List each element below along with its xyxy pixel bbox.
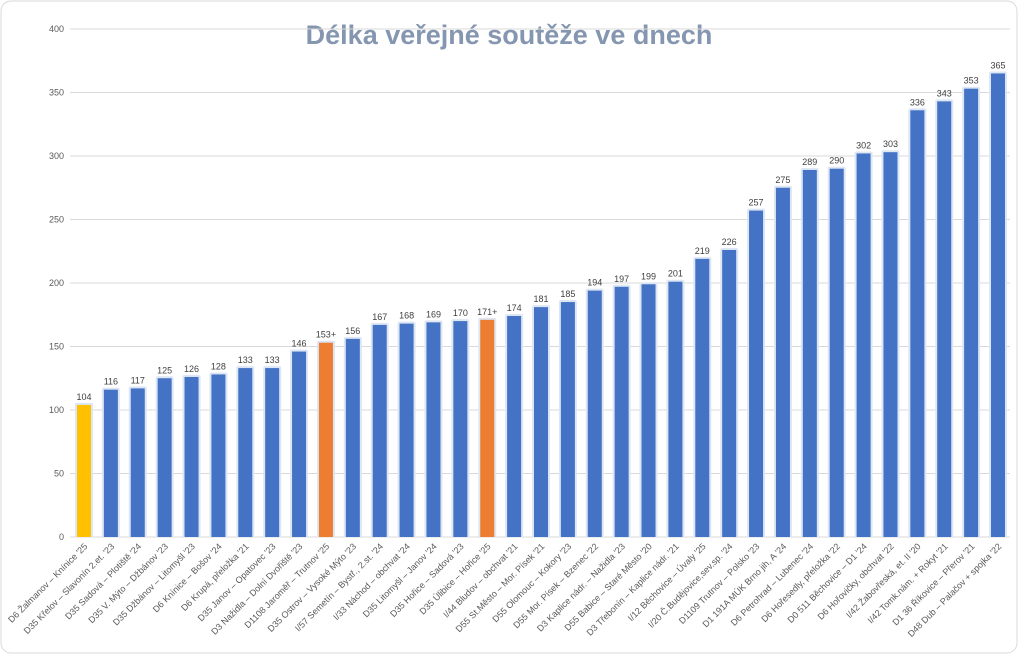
data-label: 126 [184, 364, 199, 374]
data-label: 153+ [316, 330, 336, 340]
data-label: 303 [883, 139, 898, 149]
bar [668, 281, 683, 537]
data-label: 197 [614, 274, 629, 284]
bar [318, 342, 333, 537]
y-tick-label: 100 [49, 405, 64, 415]
bar [130, 388, 145, 537]
data-label: 194 [587, 278, 602, 288]
data-label: 226 [722, 237, 737, 247]
data-label: 146 [292, 339, 307, 349]
bar [480, 319, 495, 537]
bar [345, 338, 360, 537]
data-label: 199 [641, 271, 656, 281]
data-label: 116 [104, 377, 118, 387]
data-label: 133 [265, 355, 280, 365]
bar [560, 302, 575, 537]
bar [157, 378, 172, 537]
bar [991, 73, 1005, 537]
data-label: 201 [668, 269, 683, 279]
y-tick-label: 50 [54, 469, 64, 479]
bar [641, 284, 656, 537]
y-tick-label: 400 [49, 24, 64, 34]
data-label: 219 [695, 246, 710, 256]
data-label: 302 [856, 140, 871, 150]
data-label: 167 [372, 312, 387, 322]
bar [910, 110, 925, 537]
data-label: 275 [775, 175, 790, 185]
data-label: 336 [910, 97, 925, 107]
bar [507, 316, 522, 537]
y-tick-label: 350 [49, 88, 64, 98]
bar [722, 249, 737, 538]
bar [399, 323, 414, 537]
bar [292, 351, 307, 537]
data-label: 174 [507, 303, 522, 313]
bar [184, 376, 199, 537]
bar [238, 368, 253, 537]
bar [587, 290, 602, 537]
bar [211, 374, 226, 537]
data-label: 365 [990, 60, 1005, 70]
data-label: 290 [829, 156, 844, 166]
data-label: 289 [802, 157, 817, 167]
bar [775, 187, 790, 537]
bar [964, 88, 979, 537]
bar [802, 169, 817, 537]
y-tick-label: 0 [59, 532, 64, 542]
bar [937, 101, 952, 537]
data-label: 353 [964, 76, 979, 86]
data-label: 171+ [477, 307, 497, 317]
bar [372, 324, 387, 537]
bar [695, 258, 710, 537]
data-label: 128 [211, 361, 226, 371]
data-label: 169 [426, 309, 441, 319]
chart-title: Délka veřejné soutěže ve dnech [306, 20, 713, 50]
bar [829, 168, 844, 537]
bar [453, 321, 468, 537]
data-label: 257 [749, 198, 764, 208]
bar [614, 286, 629, 537]
data-label: 170 [453, 308, 468, 318]
bar [426, 322, 441, 537]
data-label: 104 [76, 392, 91, 402]
bar [103, 389, 118, 537]
data-label: 125 [157, 365, 172, 375]
data-label: 156 [345, 326, 360, 336]
data-label: 133 [238, 355, 253, 365]
data-label: 181 [533, 294, 548, 304]
data-label: 168 [399, 311, 414, 321]
data-label: 117 [131, 375, 145, 385]
data-label: 343 [937, 88, 952, 98]
y-tick-label: 200 [49, 278, 64, 288]
bar [856, 153, 871, 537]
bar [77, 404, 91, 537]
bar [883, 152, 898, 537]
data-label: 185 [560, 289, 575, 299]
bar [265, 368, 280, 537]
y-tick-label: 150 [49, 342, 64, 352]
bar [749, 210, 764, 538]
y-tick-label: 300 [49, 151, 64, 161]
bar [534, 307, 548, 537]
y-tick-label: 250 [49, 215, 64, 225]
